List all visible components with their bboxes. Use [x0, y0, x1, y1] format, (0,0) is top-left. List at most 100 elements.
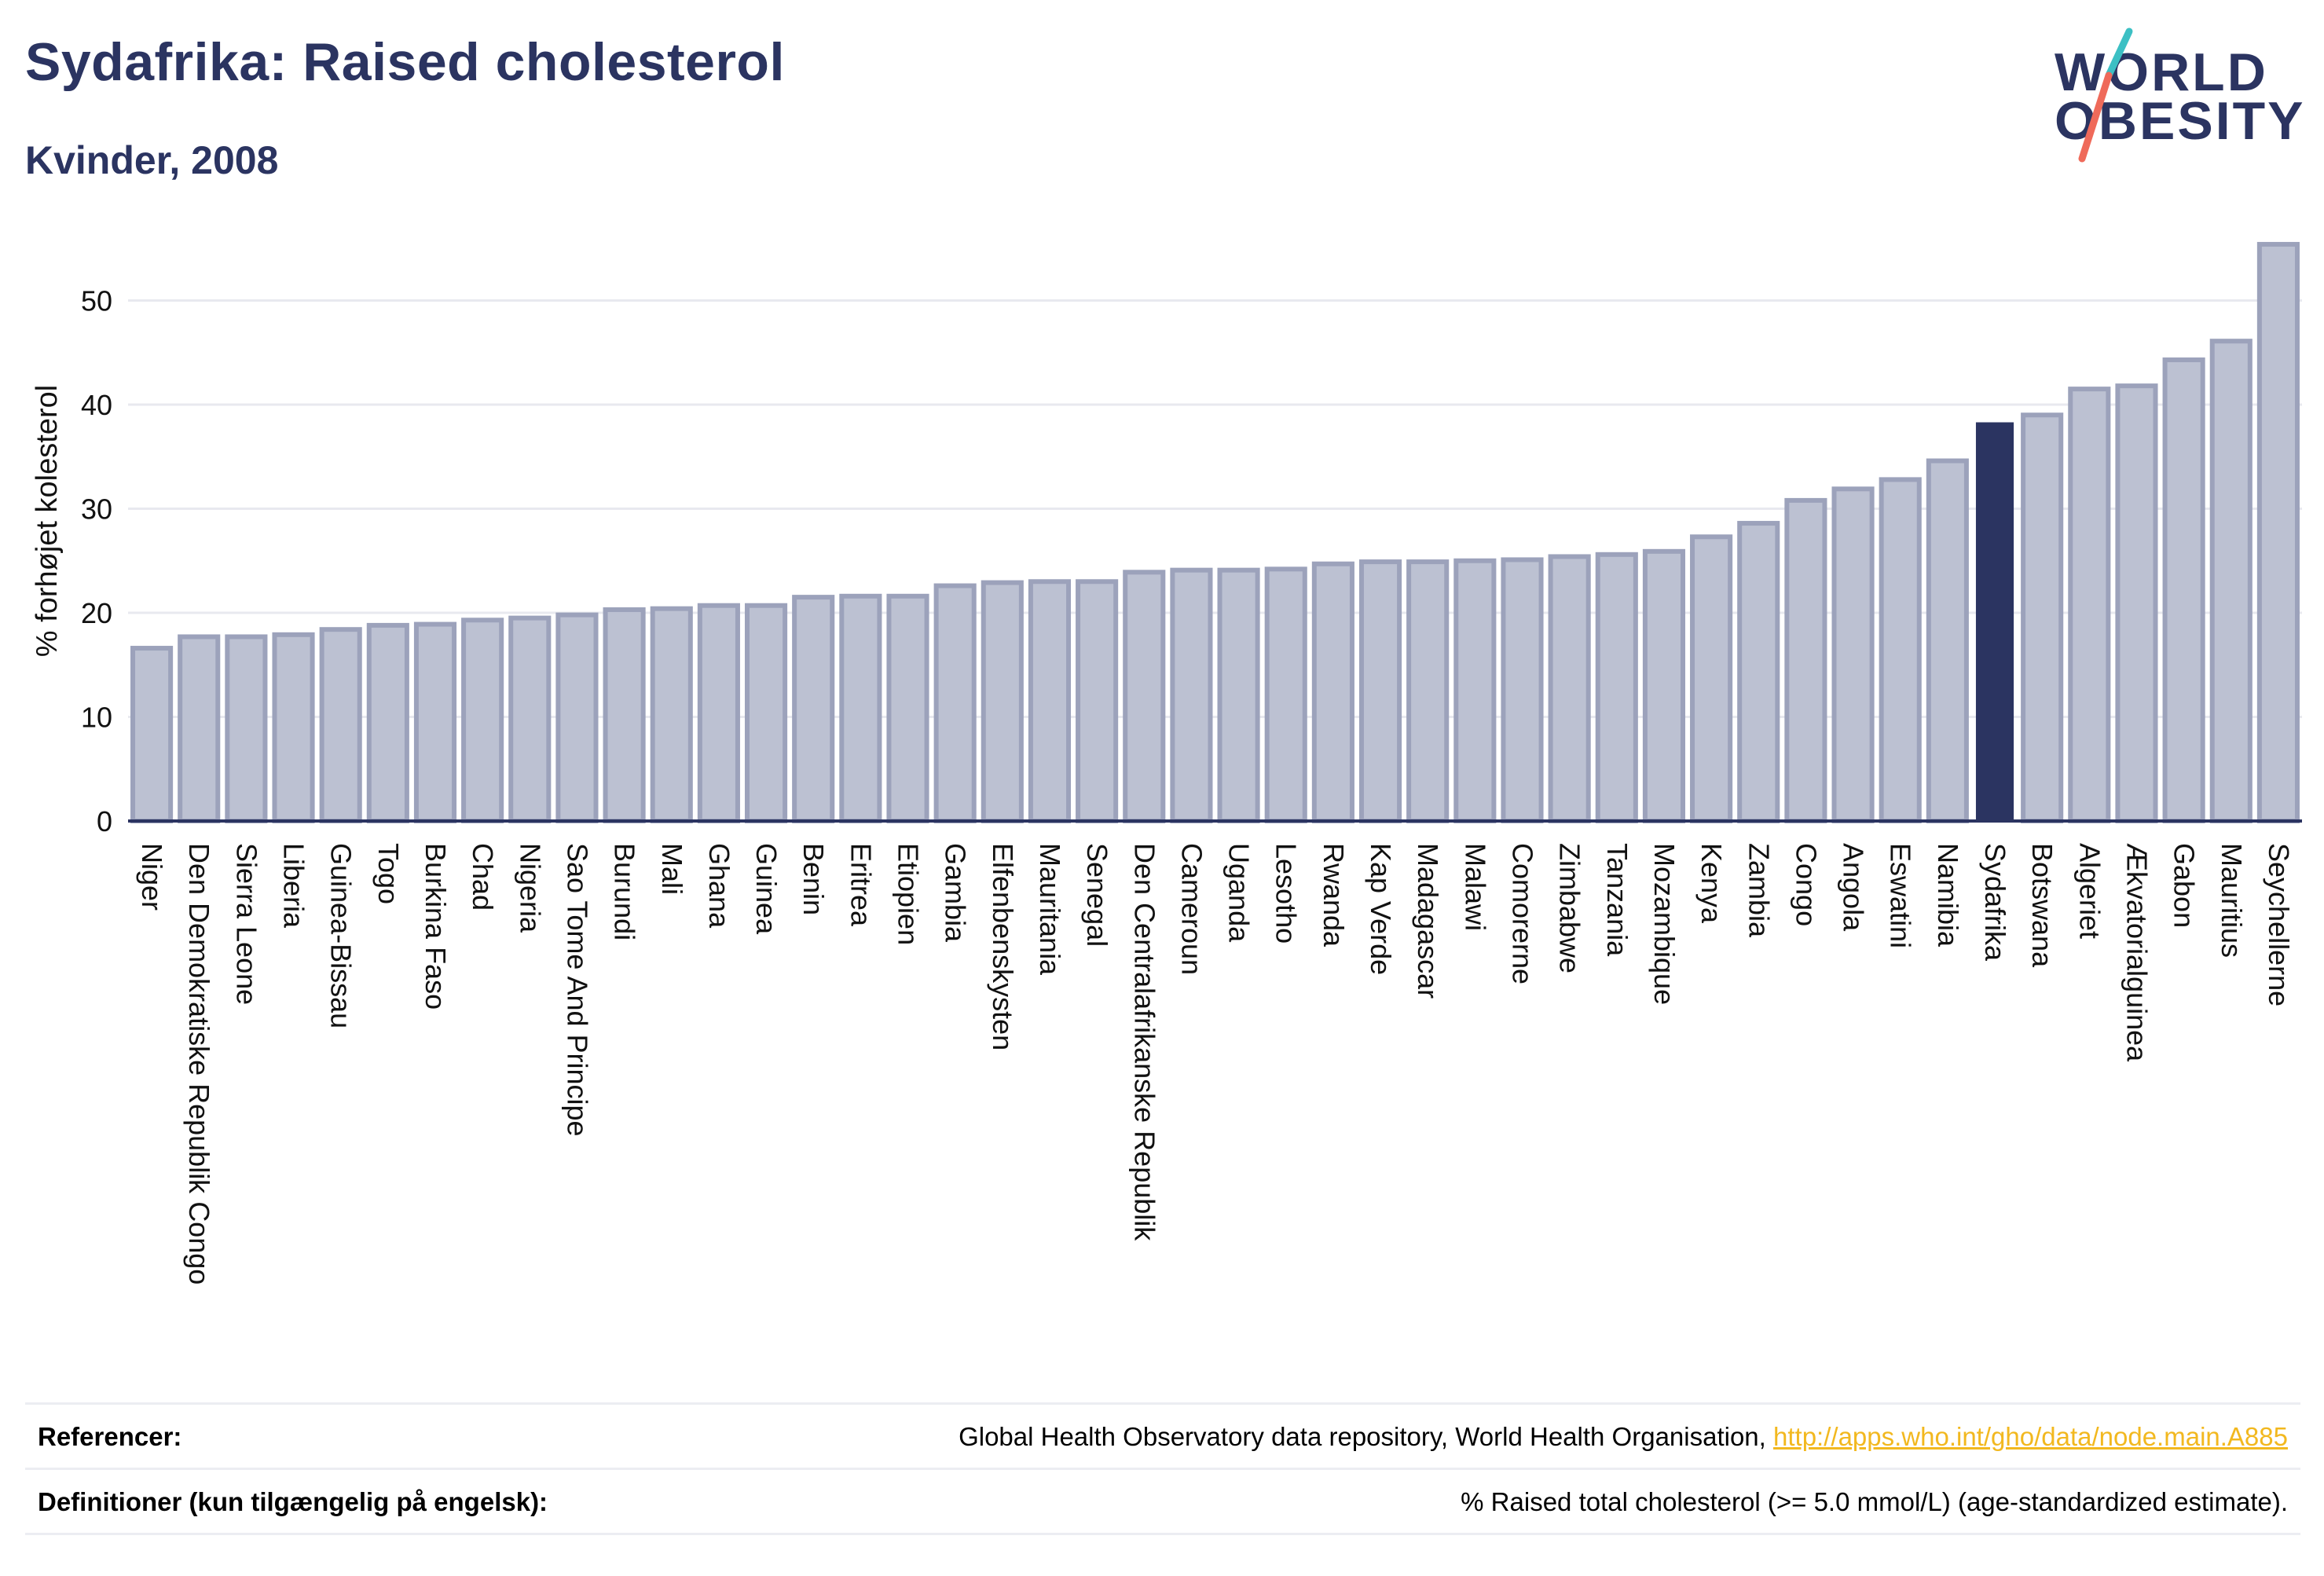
bar[interactable]	[1926, 458, 1969, 823]
y-tick-label: 30	[81, 493, 112, 526]
bar[interactable]	[1217, 567, 1260, 823]
bar[interactable]	[1028, 579, 1072, 823]
y-tick-label: 10	[81, 702, 112, 734]
y-tick-label: 0	[97, 805, 112, 837]
bar[interactable]	[1358, 559, 1402, 823]
x-tick-label: Kap Verde	[1365, 843, 1397, 975]
bar[interactable]	[413, 621, 457, 824]
x-tick-label: Liberia	[278, 843, 310, 929]
x-tick-label: Namibia	[1932, 843, 1964, 947]
x-tick-label: Togo	[372, 843, 405, 904]
bar[interactable]	[792, 595, 835, 823]
bar[interactable]	[1170, 567, 1213, 823]
y-axis-title: % forhøjet kolesterol	[31, 385, 64, 657]
x-tick-label: Angola	[1838, 843, 1870, 932]
bar[interactable]	[319, 627, 362, 824]
bar[interactable]	[130, 646, 174, 823]
bar[interactable]	[839, 593, 882, 823]
x-tick-label: Mauritania	[1034, 843, 1066, 976]
references-text: Global Health Observatory data repositor…	[959, 1422, 1774, 1451]
references-label: Referencer:	[38, 1422, 182, 1451]
y-tick-label: 50	[81, 285, 112, 317]
bar[interactable]	[1548, 554, 1591, 823]
x-tick-label: Malawi	[1459, 843, 1491, 931]
bar[interactable]	[697, 603, 740, 823]
references-link[interactable]: http://apps.who.int/gho/data/node.main.A…	[1773, 1422, 2288, 1451]
bar[interactable]	[1737, 521, 1780, 823]
x-tick-label: Zimbabwe	[1554, 843, 1586, 973]
footer: Referencer: Global Health Observatory da…	[25, 1402, 2300, 1535]
chart-subtitle: Kvinder, 2008	[25, 138, 279, 182]
x-tick-label: Guinea	[750, 843, 783, 935]
bar[interactable]	[2162, 357, 2205, 823]
bar[interactable]	[555, 612, 599, 824]
bar[interactable]	[933, 583, 977, 823]
bar[interactable]	[1501, 557, 1544, 823]
bar[interactable]	[1690, 534, 1733, 824]
x-tick-label: Elfenbenskysten	[987, 843, 1019, 1050]
bar[interactable]	[2256, 241, 2300, 823]
x-tick-label: Uganda	[1223, 843, 1255, 943]
bar[interactable]	[225, 634, 268, 823]
bar[interactable]	[1264, 566, 1307, 823]
x-tick-label: Guinea-Bissau	[325, 843, 357, 1028]
x-tick-label: Mauritius	[2216, 843, 2248, 958]
bar[interactable]	[178, 634, 221, 823]
bar[interactable]	[1879, 477, 1922, 824]
x-tick-label: Eritrea	[845, 843, 877, 927]
bar[interactable]	[461, 618, 504, 824]
bar[interactable]	[650, 606, 693, 823]
bar[interactable]	[744, 603, 788, 823]
x-tick-label: Kenya	[1695, 843, 1728, 924]
bar[interactable]	[272, 632, 315, 824]
x-tick-label: Burundi	[609, 843, 641, 940]
bar[interactable]	[2209, 339, 2253, 823]
x-tick-label: Botswana	[2026, 843, 2058, 968]
x-tick-label: Cameroun	[1175, 843, 1208, 975]
x-tick-label: Mali	[656, 843, 688, 895]
bar[interactable]	[508, 615, 552, 823]
bar[interactable]	[1784, 497, 1827, 824]
bar[interactable]	[886, 593, 929, 823]
x-tick-label: Algeriet	[2073, 843, 2106, 939]
x-tick-label: Mozambique	[1648, 843, 1681, 1005]
bar[interactable]	[1642, 548, 1686, 823]
bar[interactable]	[981, 580, 1024, 823]
x-tick-label: Nigeria	[514, 843, 546, 933]
bar[interactable]	[1311, 561, 1354, 823]
x-tick-label: Comorerne	[1506, 843, 1538, 984]
x-tick-label: Den Centralafrikanske Republik	[1128, 843, 1160, 1241]
x-tick-labels: Niger Den Demokratiske Republik Congo Sier…	[136, 843, 2295, 1285]
bar[interactable]	[1595, 552, 1638, 823]
logo-word-world: WORLD	[2055, 42, 2268, 102]
y-tick-label: 40	[81, 389, 112, 421]
bar[interactable]	[1453, 558, 1497, 823]
x-tick-label: Ghana	[703, 843, 735, 929]
x-tick-label: Congo	[1790, 843, 1822, 926]
bar[interactable]	[366, 622, 409, 824]
definitions-label: Definitioner (kun tilgængelig på engelsk…	[38, 1487, 548, 1516]
x-tick-label: Gabon	[2168, 843, 2201, 928]
bar-chart: 0 10 20 30 40 50 Niger Den Demokratiske Republ…	[31, 241, 2302, 1285]
y-tick-label: 20	[81, 597, 112, 629]
axes: 0 10 20 30 40 50	[81, 285, 2302, 837]
bar-highlight[interactable]	[1975, 422, 2014, 821]
bar[interactable]	[1406, 559, 1450, 823]
bar[interactable]	[1076, 579, 1119, 823]
bar[interactable]	[1831, 486, 1875, 823]
x-tick-label: Sierra Leone	[230, 843, 262, 1005]
bar[interactable]	[2021, 412, 2064, 823]
x-tick-label: Sydafrika	[1979, 843, 2011, 962]
bar[interactable]	[2068, 387, 2111, 823]
bar[interactable]	[2115, 383, 2158, 823]
chart-title: Sydafrika: Raised cholesterol	[25, 32, 785, 92]
x-tick-label: Sao Tome And Principe	[561, 843, 593, 1137]
x-tick-label: Senegal	[1081, 843, 1113, 947]
bar[interactable]	[603, 607, 646, 824]
bar[interactable]	[1123, 570, 1166, 823]
x-tick-label: Niger	[136, 843, 168, 911]
bar-series	[130, 241, 2300, 824]
x-tick-label: Gambia	[940, 843, 972, 943]
x-tick-label: Madagascar	[1412, 843, 1444, 999]
x-tick-label: Chad	[467, 843, 499, 911]
